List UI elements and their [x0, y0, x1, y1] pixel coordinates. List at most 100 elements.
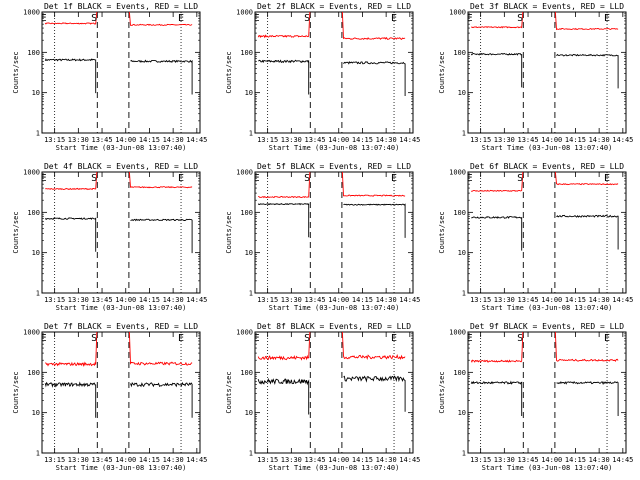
y-tick-label: 10	[32, 249, 40, 257]
y-tick-label: 1000	[23, 9, 40, 17]
time-marker-label: E	[254, 173, 260, 184]
y-axis-label: Counts/sec	[12, 371, 20, 413]
x-tick-label: 14:45	[186, 296, 207, 304]
x-tick-label: 14:15	[352, 456, 373, 464]
x-axis-label: Start Time (03-Jun-08 13:07:40)	[56, 304, 187, 312]
y-tick-label: 1000	[449, 329, 466, 337]
x-tick-label: 14:30	[376, 136, 397, 144]
series-events-after	[130, 381, 193, 418]
panel-2: Det 2f BLACK = Events, RED = LLD 1 10 100 10…	[225, 2, 420, 152]
x-tick-label: 14:00	[115, 296, 136, 304]
time-marker-label: E	[178, 333, 184, 344]
panel-9: Det 9f BLACK = Events, RED = LLD 1 10 100 10…	[438, 322, 633, 472]
series-events-before	[258, 59, 310, 95]
series-events-before	[470, 380, 523, 416]
y-axis-label: Counts/sec	[12, 211, 20, 253]
series-lld-after	[128, 11, 193, 26]
panel-title: Det 3f BLACK = Events, RED = LLD	[470, 2, 624, 11]
y-axis-label: Counts/sec	[225, 371, 233, 413]
series-events-after	[556, 53, 619, 89]
time-marker-label: E	[41, 173, 47, 184]
y-tick-label: 1000	[23, 329, 40, 337]
series-lld-after	[128, 171, 193, 189]
y-tick-label: 1000	[236, 169, 253, 177]
x-tick-label: 14:00	[541, 136, 562, 144]
series-events-before	[257, 202, 310, 238]
x-tick-label: 13:15	[257, 456, 278, 464]
x-tick-label: 14:45	[399, 456, 420, 464]
x-tick-label: 13:15	[44, 456, 65, 464]
x-tick-label: 14:30	[163, 296, 184, 304]
series-lld-before	[470, 331, 524, 363]
panel-5: Det 5f BLACK = Events, RED = LLD 1 10 100 10…	[225, 162, 420, 312]
y-tick-label: 10	[245, 249, 253, 257]
y-tick-label: 100	[240, 49, 253, 57]
x-tick-label: 13:45	[305, 296, 326, 304]
time-marker-label: S	[304, 333, 310, 344]
x-tick-label: 14:00	[541, 456, 562, 464]
plot-frame	[41, 331, 201, 454]
series-lld-after	[554, 171, 619, 186]
panel-title: Det 4f BLACK = Events, RED = LLD	[44, 162, 198, 171]
x-tick-label: 13:30	[68, 136, 89, 144]
y-axis-label: Counts/sec	[225, 51, 233, 93]
series-events-after	[343, 61, 406, 96]
x-tick-label: 14:45	[612, 296, 633, 304]
y-tick-label: 100	[27, 209, 40, 217]
y-tick-label: 1000	[23, 169, 40, 177]
x-tick-label: 13:45	[518, 456, 539, 464]
y-tick-label: 10	[32, 89, 40, 97]
x-tick-label: 14:30	[589, 456, 610, 464]
series-lld-after	[128, 331, 193, 366]
x-tick-label: 14:00	[115, 456, 136, 464]
x-tick-label: 13:15	[470, 456, 491, 464]
time-marker-label: S	[517, 333, 523, 344]
time-marker-label: E	[467, 333, 473, 344]
plot-frame	[467, 171, 627, 294]
series-events-after	[130, 59, 193, 95]
y-tick-label: 1	[249, 290, 253, 298]
y-tick-label: 1000	[236, 9, 253, 17]
series-lld-before	[44, 11, 98, 25]
x-tick-label: 13:45	[92, 136, 113, 144]
x-tick-label: 14:00	[541, 296, 562, 304]
plot-frame	[467, 331, 627, 454]
time-marker-label: E	[254, 333, 260, 344]
x-axis-label: Start Time (03-Jun-08 13:07:40)	[56, 144, 187, 152]
y-tick-label: 10	[32, 409, 40, 417]
x-tick-label: 14:45	[399, 136, 420, 144]
series-lld-before	[471, 11, 524, 29]
x-tick-label: 14:00	[115, 136, 136, 144]
x-tick-label: 14:30	[589, 296, 610, 304]
x-tick-label: 13:15	[257, 296, 278, 304]
time-marker-label: S	[91, 333, 97, 344]
time-marker-label: E	[604, 173, 610, 184]
series-events-after	[343, 375, 406, 412]
y-tick-label: 1	[36, 290, 40, 298]
panel-title: Det 6f BLACK = Events, RED = LLD	[470, 162, 624, 171]
panel-8: Det 8f BLACK = Events, RED = LLD 1 10 100 10…	[225, 322, 420, 472]
y-tick-label: 1000	[236, 329, 253, 337]
y-tick-label: 100	[240, 369, 253, 377]
x-axis-label: Start Time (03-Jun-08 13:07:40)	[482, 144, 613, 152]
x-tick-label: 14:15	[139, 456, 160, 464]
y-tick-label: 100	[240, 209, 253, 217]
x-tick-label: 13:30	[281, 136, 302, 144]
time-marker-label: S	[91, 173, 97, 184]
x-axis-label: Start Time (03-Jun-08 13:07:40)	[269, 464, 400, 472]
y-axis-label: Counts/sec	[438, 51, 446, 93]
series-lld-after	[341, 171, 406, 197]
panel-title: Det 7f BLACK = Events, RED = LLD	[44, 322, 198, 331]
plot-frame	[41, 11, 201, 134]
x-tick-label: 14:45	[186, 136, 207, 144]
y-tick-label: 1	[36, 130, 40, 138]
series-lld-before	[471, 171, 524, 192]
plot-frame	[254, 331, 414, 454]
y-tick-label: 100	[27, 49, 40, 57]
panel-title: Det 5f BLACK = Events, RED = LLD	[257, 162, 411, 171]
time-marker-label: E	[178, 13, 184, 24]
x-tick-label: 13:45	[518, 296, 539, 304]
x-tick-label: 14:15	[565, 456, 586, 464]
panel-title: Det 1f BLACK = Events, RED = LLD	[44, 2, 198, 11]
y-axis-label: Counts/sec	[438, 211, 446, 253]
